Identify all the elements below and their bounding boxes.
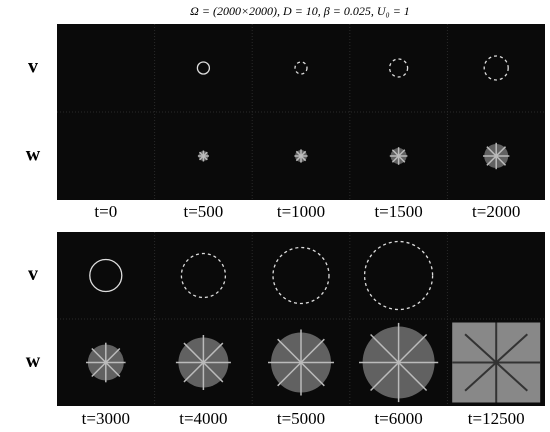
w-branch (464, 361, 497, 392)
w-branch (300, 150, 307, 157)
w-branch (91, 361, 107, 378)
w-pattern (268, 329, 334, 396)
w-branch (391, 149, 400, 157)
w-branch (370, 333, 400, 364)
w-branch (183, 361, 204, 383)
w-branch (486, 146, 497, 157)
w-pattern (452, 322, 541, 403)
w-branch (398, 333, 428, 364)
w-branch (486, 155, 497, 166)
w-branch (398, 149, 406, 157)
w-branch (300, 361, 325, 387)
w-branch (202, 361, 224, 383)
figure-title: Ω = (2000×2000), D = 10, β = 0.025, U₀ =… (190, 4, 410, 18)
row-label: v (28, 263, 38, 285)
w-pattern (389, 147, 408, 165)
time-label: t=3000 (82, 409, 130, 428)
w-branch (391, 155, 400, 163)
v-front (388, 58, 409, 78)
time-label: t=6000 (374, 409, 422, 428)
w-branch (295, 150, 302, 157)
time-label: t=12500 (468, 409, 525, 428)
time-label: t=4000 (179, 409, 227, 428)
w-branch (202, 151, 208, 157)
w-branch (91, 347, 107, 364)
w-branch (300, 338, 325, 364)
w-branch (105, 347, 121, 364)
time-label: t=0 (94, 202, 117, 221)
w-branch (495, 155, 507, 166)
v-front (272, 246, 330, 305)
w-branch (202, 342, 224, 364)
w-branch (295, 155, 302, 162)
time-label: t=2000 (472, 202, 520, 221)
w-pattern (359, 322, 439, 403)
w-branch (495, 146, 507, 157)
w-branch (277, 361, 302, 387)
w-branch (495, 361, 528, 392)
w-branch (183, 342, 204, 364)
w-branch (398, 155, 406, 163)
w-branch (277, 338, 302, 364)
w-branch (370, 361, 400, 392)
v-front (483, 55, 509, 81)
v-front (363, 240, 434, 311)
time-label: t=1500 (374, 202, 422, 221)
v-front (294, 61, 308, 75)
row-label: w (26, 350, 41, 372)
w-branch (398, 361, 428, 392)
w-pattern (483, 142, 510, 170)
row-label: w (26, 144, 41, 166)
row-label: v (28, 56, 38, 78)
w-branch (495, 333, 528, 364)
v-front (180, 252, 227, 299)
v-front (89, 258, 123, 293)
w-pattern (175, 335, 231, 390)
w-pattern (86, 342, 126, 383)
time-label: t=1000 (277, 202, 325, 221)
time-label: t=5000 (277, 409, 325, 428)
time-label: t=500 (183, 202, 223, 221)
w-branch (464, 333, 497, 364)
w-pattern (197, 150, 209, 162)
v-front (196, 61, 211, 75)
w-branch (300, 155, 307, 162)
w-branch (105, 361, 121, 378)
w-pattern (294, 149, 308, 163)
